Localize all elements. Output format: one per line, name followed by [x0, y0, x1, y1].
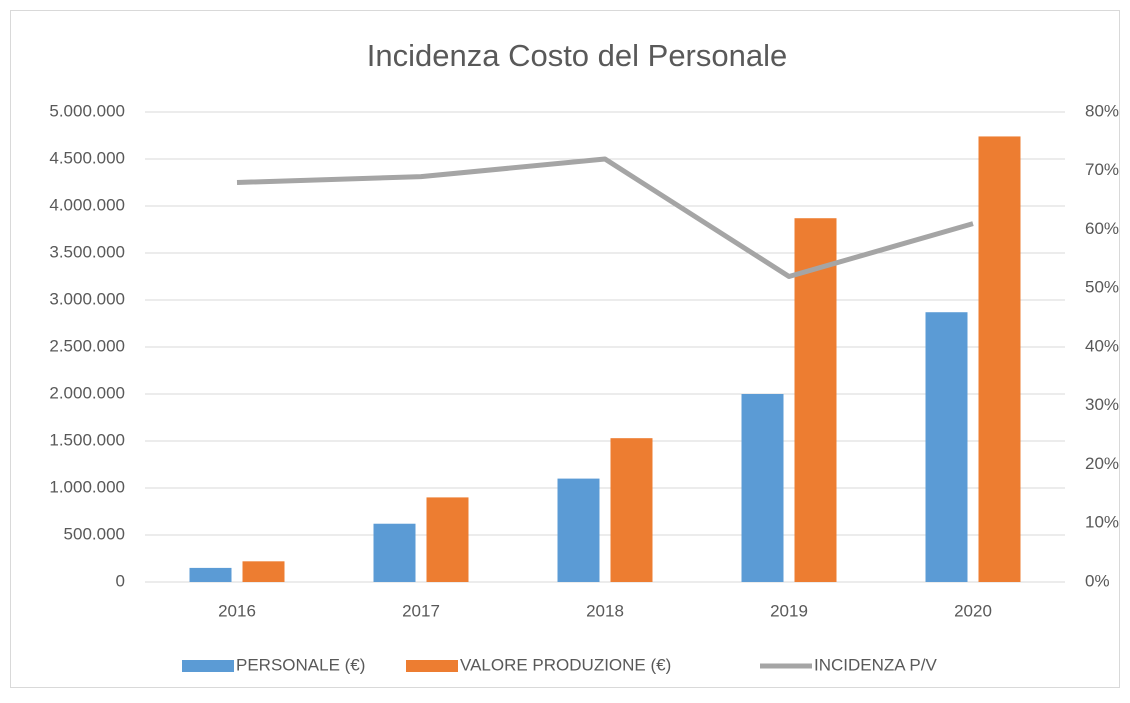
- y2-tick-label: 60%: [1085, 219, 1119, 238]
- x-tick-label: 2016: [218, 601, 256, 620]
- x-tick-label: 2019: [770, 601, 808, 620]
- bar: [189, 567, 232, 582]
- y-tick-label: 4.500.000: [49, 148, 125, 167]
- y-tick-label: 5.000.000: [49, 101, 125, 120]
- x-tick-label: 2018: [586, 601, 624, 620]
- y2-tick-label: 20%: [1085, 454, 1119, 473]
- bar: [373, 523, 416, 582]
- y-tick-label: 3.500.000: [49, 242, 125, 261]
- bar: [925, 312, 968, 582]
- y-tick-label: 1.000.000: [49, 477, 125, 496]
- bar: [978, 136, 1021, 582]
- legend-swatch: [406, 660, 458, 672]
- y-tick-label: 2.000.000: [49, 383, 125, 402]
- chart-title: Incidenza Costo del Personale: [367, 38, 787, 73]
- y2-tick-label: 80%: [1085, 101, 1119, 120]
- bar: [557, 478, 600, 582]
- y-tick-label: 2.500.000: [49, 336, 125, 355]
- y2-tick-label: 10%: [1085, 513, 1119, 532]
- bar: [741, 394, 784, 582]
- bar: [610, 438, 653, 582]
- y-tick-label: 0: [116, 571, 125, 590]
- bar: [794, 218, 837, 582]
- y2-tick-label: 70%: [1085, 160, 1119, 179]
- y2-tick-label: 30%: [1085, 395, 1119, 414]
- bar: [426, 497, 469, 582]
- line: [236, 156, 974, 279]
- legend-swatch: [182, 660, 234, 672]
- x-tick-label: 2020: [954, 601, 992, 620]
- y-tick-label: 3.000.000: [49, 289, 125, 308]
- y2-tick-label: 50%: [1085, 278, 1119, 297]
- bar: [242, 561, 285, 582]
- legend-label: PERSONALE (€): [236, 655, 365, 674]
- y2-tick-label: 0%: [1085, 571, 1110, 590]
- y-tick-label: 1.500.000: [49, 430, 125, 449]
- legend-label: INCIDENZA P/V: [814, 655, 937, 674]
- y-tick-label: 500.000: [64, 524, 125, 543]
- y2-tick-label: 40%: [1085, 336, 1119, 355]
- legend-label: VALORE PRODUZIONE (€): [460, 655, 671, 674]
- x-tick-label: 2017: [402, 601, 440, 620]
- y-tick-label: 4.000.000: [49, 195, 125, 214]
